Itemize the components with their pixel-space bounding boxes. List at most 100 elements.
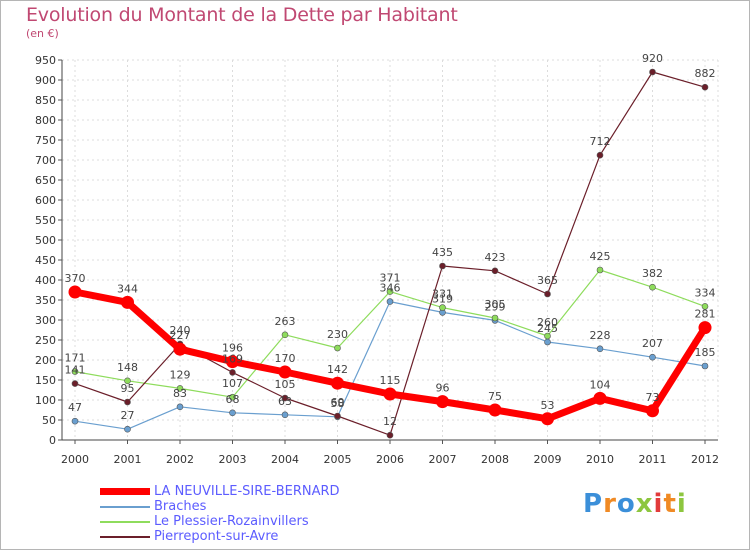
data-point-1 <box>649 353 656 361</box>
data-point-2 <box>439 304 446 311</box>
data-point-0 <box>331 376 344 390</box>
data-label-0: 370 <box>65 272 86 285</box>
y-tick-label: 450 <box>35 254 56 267</box>
data-point-0 <box>541 412 554 426</box>
data-label-1: 346 <box>380 282 401 295</box>
data-label-2: 171 <box>65 352 86 365</box>
data-point-3 <box>334 412 341 420</box>
data-point-0 <box>226 355 239 369</box>
y-tick-label: 650 <box>35 174 56 187</box>
data-label-1: 319 <box>432 292 453 305</box>
x-tick-label: 2010 <box>586 453 614 466</box>
data-point-2 <box>229 393 236 401</box>
data-label-0: 53 <box>541 399 555 412</box>
data-label-2: 148 <box>117 361 138 374</box>
data-label-3: 105 <box>275 378 296 391</box>
y-tick-label: 850 <box>35 94 56 107</box>
x-tick-label: 2012 <box>691 453 719 466</box>
data-label-2: 263 <box>275 315 296 328</box>
data-point-3 <box>386 431 394 439</box>
grid-lines <box>62 59 719 441</box>
data-point-0 <box>121 295 134 309</box>
data-label-0: 344 <box>117 282 138 295</box>
data-label-0: 104 <box>590 378 611 391</box>
data-label-3: 423 <box>485 251 506 264</box>
data-label-3: 882 <box>695 67 716 80</box>
data-point-3 <box>491 267 499 275</box>
data-point-0 <box>436 395 449 409</box>
data-label-3: 435 <box>432 246 453 259</box>
data-point-3 <box>701 83 709 91</box>
data-point-1 <box>229 409 236 417</box>
y-tick-label: 150 <box>35 374 56 387</box>
x-tick-label: 2011 <box>639 453 667 466</box>
data-label-1: 58 <box>331 397 345 410</box>
chart-subtitle: (en €) <box>26 27 59 40</box>
logo-letter: r <box>603 489 617 519</box>
logo-letter: i <box>676 489 687 519</box>
x-tick-label: 2007 <box>429 453 457 466</box>
data-label-2: 382 <box>642 267 663 280</box>
data-point-1 <box>544 338 551 346</box>
data-label-0: 96 <box>436 382 450 395</box>
data-label-2: 260 <box>537 316 558 329</box>
y-tick-label: 550 <box>35 214 56 227</box>
data-label-3: 141 <box>65 364 86 377</box>
y-tick-label: 250 <box>35 334 56 347</box>
x-tick-label: 2002 <box>166 453 194 466</box>
logo-letter: i <box>653 489 664 519</box>
x-tick-label: 2003 <box>219 453 247 466</box>
data-point-0 <box>278 365 292 379</box>
y-tick-label: 100 <box>35 394 56 407</box>
data-label-2: 425 <box>590 250 611 263</box>
proxiti-logo: Proxiti <box>583 489 687 519</box>
data-point-3 <box>71 380 79 387</box>
series-lines <box>68 68 712 439</box>
data-label-3: 365 <box>537 274 558 287</box>
data-point-2 <box>544 332 551 340</box>
y-tick-label: 700 <box>35 154 56 167</box>
data-point-1 <box>124 425 131 433</box>
y-tick-label: 300 <box>35 314 56 327</box>
data-point-2 <box>386 288 394 295</box>
logo-letter: P <box>583 489 604 519</box>
legend-label: LA NEUVILLE-SIRE-BERNARD <box>154 484 340 499</box>
data-label-3: 12 <box>383 415 397 428</box>
legend-label: Le Plessier-Rozainvillers <box>154 514 309 529</box>
y-tick-label: 800 <box>35 114 56 127</box>
data-label-3: 240 <box>170 324 191 337</box>
data-label-1: 245 <box>537 322 558 335</box>
x-tick-label: 2000 <box>61 453 89 466</box>
data-label-2: 107 <box>222 377 243 390</box>
data-label-1: 299 <box>485 300 506 313</box>
data-point-1 <box>596 345 604 353</box>
y-tick-label: 0 <box>49 434 56 447</box>
data-label-1: 27 <box>121 409 135 422</box>
legend-label: Braches <box>154 499 207 514</box>
y-tick-label: 200 <box>35 354 56 367</box>
data-point-3 <box>281 394 289 402</box>
data-label-0: 73 <box>646 391 660 404</box>
x-tick-label: 2001 <box>114 453 142 466</box>
data-label-0: 115 <box>380 374 401 387</box>
data-point-1 <box>281 411 289 419</box>
data-point-2 <box>124 377 131 385</box>
data-point-3 <box>229 369 236 376</box>
x-axis-ticks: 2000 2001 2002 2003 2004 2005 2006 2007 2008 2009… <box>61 440 719 466</box>
data-label-1: 228 <box>590 329 611 342</box>
data-point-0 <box>593 391 607 405</box>
y-tick-label: 350 <box>35 294 56 307</box>
logo-letter: o <box>616 489 636 519</box>
data-point-2 <box>334 344 341 352</box>
data-label-1: 207 <box>642 337 663 350</box>
y-tick-label: 750 <box>35 134 56 147</box>
data-label-3: 920 <box>642 52 663 65</box>
data-label-0: 170 <box>275 352 296 365</box>
data-point-2 <box>649 283 656 291</box>
legend-swatch <box>100 521 150 523</box>
data-point-0 <box>488 403 502 417</box>
data-label-3: 60 <box>331 396 345 409</box>
data-point-0 <box>173 342 187 356</box>
data-point-3 <box>439 262 446 270</box>
logo-letter: x <box>635 489 654 519</box>
